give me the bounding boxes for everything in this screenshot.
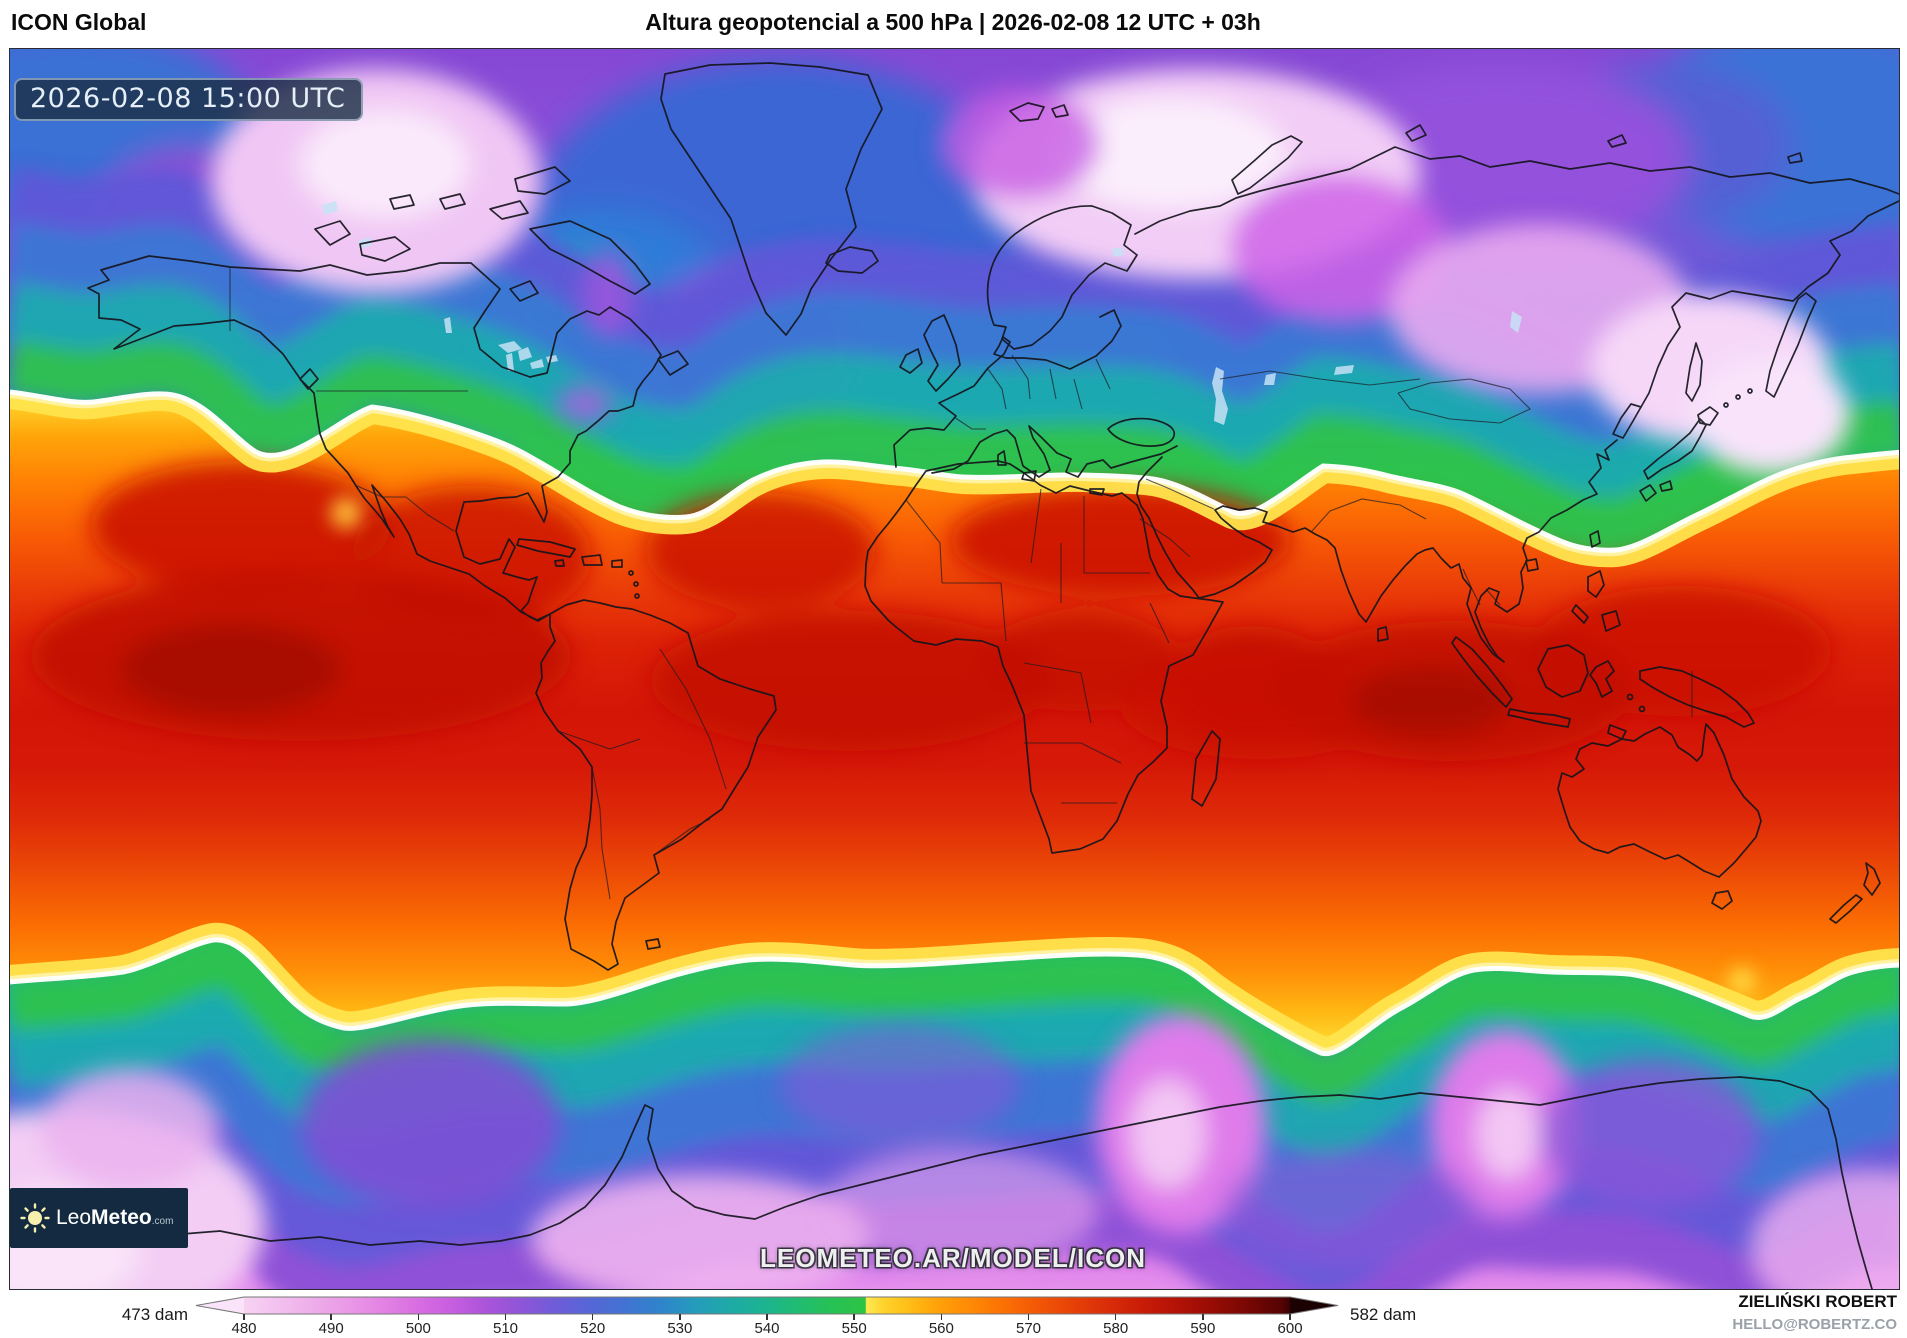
timestamp-badge: 2026-02-08 15:00 UTC	[14, 78, 364, 121]
logo-wordmark: LeoMeteo.com	[56, 1206, 174, 1229]
watermark-label: LEOMETEO.AR/MODEL/ICON	[760, 1243, 1146, 1273]
colorbar-tick-label: 500	[405, 1320, 431, 1337]
colorbar-tick-label: 530	[667, 1320, 693, 1337]
colorbar-tickmark	[1202, 1314, 1204, 1320]
country-borders-layer	[229, 267, 1693, 900]
leometeo-logo: LeoMeteo.com	[10, 1188, 188, 1248]
author-credit: ZIELIŃSKI ROBERT	[1738, 1292, 1897, 1311]
colorbar-tick-label: 480	[231, 1320, 257, 1337]
colorbar-tick-label: 550	[841, 1320, 867, 1337]
coastlines-layer	[87, 62, 1899, 1289]
colorbar-tick-label: 490	[318, 1320, 344, 1337]
geopotential-field-map	[10, 49, 1899, 1289]
colorbar-tickmark	[591, 1314, 594, 1320]
colorbar-tickmark	[853, 1314, 855, 1320]
colorbar-tick-label: 580	[1103, 1320, 1129, 1337]
colorbar-tickmark	[1114, 1314, 1117, 1320]
lakes-layer	[322, 201, 1522, 425]
colorbar-tickmark	[504, 1314, 507, 1320]
colorbar-max-label: 582 dam	[1350, 1305, 1417, 1324]
colorbar-tickmark	[243, 1314, 245, 1320]
colorbar-tickmark	[417, 1314, 420, 1320]
colorbar-tick-label: 590	[1190, 1320, 1216, 1337]
colorbar-tick-label: 560	[928, 1320, 954, 1337]
colorbar-tick-label: 540	[754, 1320, 780, 1337]
contact-credit: HELLO@ROBERTZ.CO	[1732, 1316, 1897, 1333]
colorbar-tick-label: 600	[1277, 1320, 1303, 1337]
colorbar-tick-label: 570	[1016, 1320, 1042, 1337]
colorbar-tickmark	[330, 1314, 332, 1320]
colorbar-tick-label: 520	[580, 1320, 606, 1337]
page-title: Altura geopotencial a 500 hPa | 2026-02-…	[645, 9, 1261, 35]
map-canvas	[9, 48, 1900, 1290]
sun-icon	[20, 1203, 50, 1233]
colorbar-tickmark	[679, 1314, 681, 1320]
colorbar-tickmark	[1289, 1314, 1291, 1320]
colorbar-tick-label: 510	[492, 1320, 519, 1337]
colorbar-tickmark	[1027, 1314, 1030, 1320]
model-name-label: ICON Global	[11, 9, 147, 35]
colorbar-min-label: 473 dam	[121, 1305, 188, 1324]
colorbar-tickmark	[940, 1314, 943, 1320]
colorbar-tickmark	[766, 1314, 768, 1320]
